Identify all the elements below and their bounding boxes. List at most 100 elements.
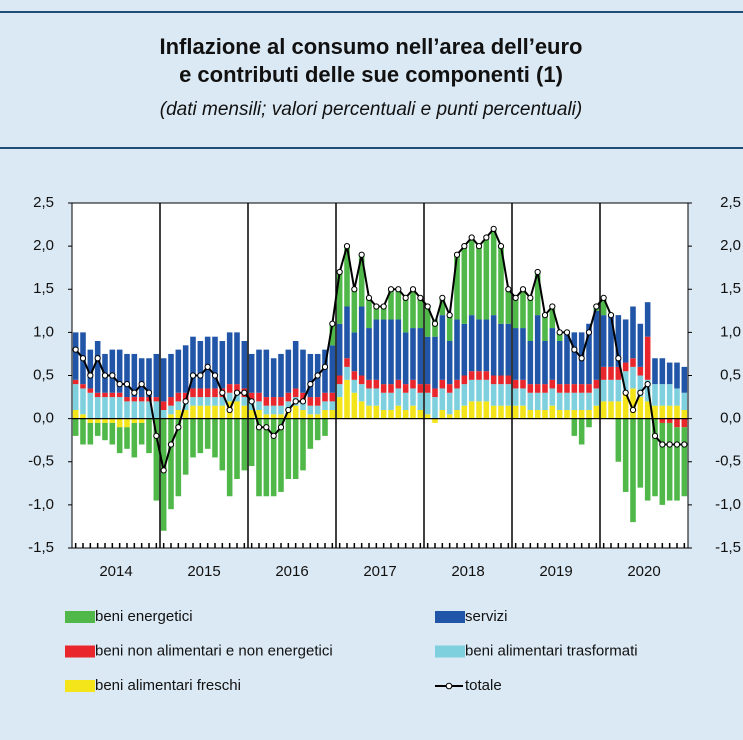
bar-segment <box>490 375 497 385</box>
bar-segment <box>615 418 622 462</box>
bar-segment <box>490 405 497 419</box>
line-marker <box>358 251 365 258</box>
y2-tick-label: -0,5 <box>715 453 741 470</box>
bar-segment <box>417 384 424 393</box>
line-marker <box>380 303 387 310</box>
line-marker <box>248 398 255 405</box>
bar-segment <box>630 366 636 389</box>
bar-segment <box>681 418 688 428</box>
line-marker <box>615 355 622 362</box>
bar-segment <box>307 353 314 398</box>
bar-segment <box>175 349 182 393</box>
legend-swatch <box>435 645 465 658</box>
bar-segment <box>608 379 614 402</box>
bar-segment <box>395 289 402 320</box>
bar-segment <box>586 323 592 385</box>
bar-segment <box>197 388 204 398</box>
bar-segment <box>461 405 468 419</box>
bar-segment <box>175 401 182 410</box>
line-marker <box>402 294 409 301</box>
bar-segment <box>527 392 534 410</box>
bar-segment <box>446 384 453 393</box>
bar-segment <box>505 323 512 376</box>
bar-segment <box>637 397 644 419</box>
bar-segment <box>373 319 380 380</box>
line-marker <box>534 268 541 276</box>
bar-segment <box>197 341 204 389</box>
bar-segment <box>578 410 585 419</box>
bar-segment <box>285 401 292 410</box>
bar-segment <box>124 427 130 449</box>
line-marker <box>417 294 424 301</box>
line-marker <box>87 372 94 379</box>
line-marker <box>79 355 87 362</box>
bar-segment <box>432 319 438 337</box>
line-marker <box>285 406 292 414</box>
bar-segment <box>160 418 167 531</box>
y-tick-label: 0,0 <box>33 410 54 427</box>
bar-segment <box>182 418 189 475</box>
y-tick-label: -1,0 <box>28 496 54 513</box>
line-marker <box>329 320 336 327</box>
bar-segment <box>190 418 196 458</box>
bar-segment <box>182 345 189 393</box>
bar-segment <box>278 418 284 492</box>
y2-tick-label: 1,5 <box>720 280 741 297</box>
bar-segment <box>542 392 548 410</box>
bar-segment <box>72 418 79 436</box>
x-tick-label: 2017 <box>363 563 396 580</box>
x-tick-label: 2018 <box>451 563 484 580</box>
bar-segment <box>402 384 409 393</box>
x-tick-label: 2019 <box>539 563 572 580</box>
line-marker <box>571 346 578 353</box>
bar-segment <box>681 392 688 410</box>
bar-segment <box>439 379 446 389</box>
bar-segment <box>468 379 475 402</box>
bar-segment <box>314 418 321 441</box>
bar-segment <box>160 410 167 419</box>
line-marker <box>270 432 277 439</box>
bar-segment <box>80 384 86 389</box>
legend-label: beni non alimentari e non energetici <box>95 642 333 659</box>
bar-segment <box>160 358 167 402</box>
y2-tick-label: 2,0 <box>720 237 741 254</box>
bar-segment <box>446 392 453 415</box>
legend-label: totale <box>465 677 502 694</box>
bar-segment <box>116 349 123 393</box>
bar-segment <box>168 418 174 510</box>
bar-segment <box>219 418 226 471</box>
bar-segment <box>512 297 519 329</box>
bar-segment <box>87 392 94 419</box>
bar-segment <box>263 418 270 497</box>
bar-segment <box>600 401 607 419</box>
line-marker <box>365 294 373 301</box>
bar-segment <box>256 392 262 402</box>
bar-segment <box>527 341 534 385</box>
y-tick-label: 2,0 <box>33 237 54 254</box>
bar-segment <box>476 371 482 380</box>
bar-segment <box>124 353 130 398</box>
bar-segment <box>329 392 336 402</box>
bar-segment <box>109 422 116 445</box>
bar-segment <box>483 371 490 380</box>
bar-segment <box>87 422 94 445</box>
line-marker <box>453 251 461 258</box>
bar-segment <box>248 418 255 467</box>
bar-segment <box>336 272 343 324</box>
legend-marker <box>445 682 453 690</box>
bar-segment <box>270 405 277 415</box>
bar-segment <box>549 405 556 419</box>
line-marker <box>321 363 329 370</box>
line-marker <box>116 381 123 388</box>
bar-segment <box>248 353 255 393</box>
bar-segment <box>380 306 387 320</box>
bar-segment <box>153 353 160 398</box>
bar-segment <box>248 401 255 410</box>
bar-segment <box>226 418 233 497</box>
bar-segment <box>644 336 651 380</box>
line-marker <box>197 372 204 379</box>
bar-segment <box>586 384 592 393</box>
bar-segment <box>270 358 277 398</box>
bar-segment <box>197 418 204 454</box>
bar-segment <box>600 315 607 367</box>
